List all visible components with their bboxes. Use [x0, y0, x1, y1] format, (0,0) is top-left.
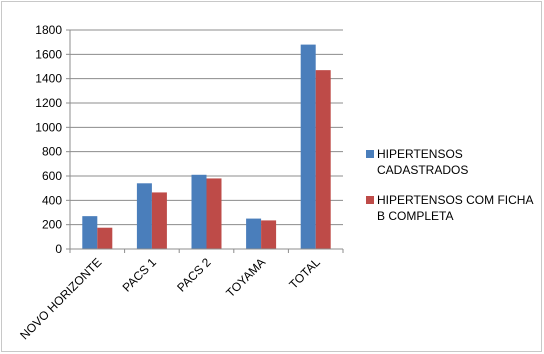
y-tick-label: 1400	[35, 72, 62, 86]
x-category-label: TOYAMA	[223, 255, 268, 300]
bar-ficha-b-pacs-2	[206, 178, 222, 249]
axes: 0 200 400 600 800 1000 1200 1400 1600 1800 NOVO HO…	[17, 23, 344, 342]
bars	[82, 44, 331, 250]
legend-label: B COMPLETA	[377, 209, 453, 223]
legend-swatch	[366, 196, 374, 204]
y-tick-label: 1600	[35, 47, 62, 61]
bar-cadastrados-pacs-2	[191, 174, 207, 249]
bar-ficha-b-toyama	[261, 220, 277, 249]
legend-label: HIPERTENSOS COM FICHA	[377, 193, 533, 207]
y-tick-label: 1800	[35, 23, 62, 37]
y-tick-label: 1200	[35, 96, 62, 110]
x-category-label: NOVO HORIZONTE	[17, 255, 104, 342]
y-tick-label: 200	[42, 218, 62, 232]
x-category-label: TOTAL	[286, 255, 323, 292]
legend-swatch	[366, 150, 374, 158]
bar-ficha-b-novo-horizonte	[97, 227, 113, 249]
legend-label: CADASTRADOS	[377, 163, 468, 177]
y-tick-label: 1000	[35, 120, 62, 134]
legend-label: HIPERTENSOS	[377, 147, 463, 161]
y-tick-label: 0	[55, 242, 62, 256]
y-tick-label: 400	[42, 193, 62, 207]
bar-cadastrados-pacs-1	[136, 183, 152, 249]
bar-cadastrados-novo-horizonte	[82, 216, 98, 249]
gridlines	[70, 29, 343, 226]
legend: HIPERTENSOS CADASTRADOS HIPERTENSOS COM FI…	[366, 147, 533, 223]
y-tick-label: 800	[42, 145, 62, 159]
y-tick-label: 600	[42, 169, 62, 183]
bar-ficha-b-pacs-1	[151, 192, 167, 249]
bar-ficha-b-total	[315, 70, 331, 250]
x-category-label: PACS 1	[120, 255, 160, 295]
bar-cadastrados-total	[300, 44, 316, 249]
bar-cadastrados-toyama	[246, 218, 262, 249]
x-category-label: PACS 2	[174, 255, 214, 295]
